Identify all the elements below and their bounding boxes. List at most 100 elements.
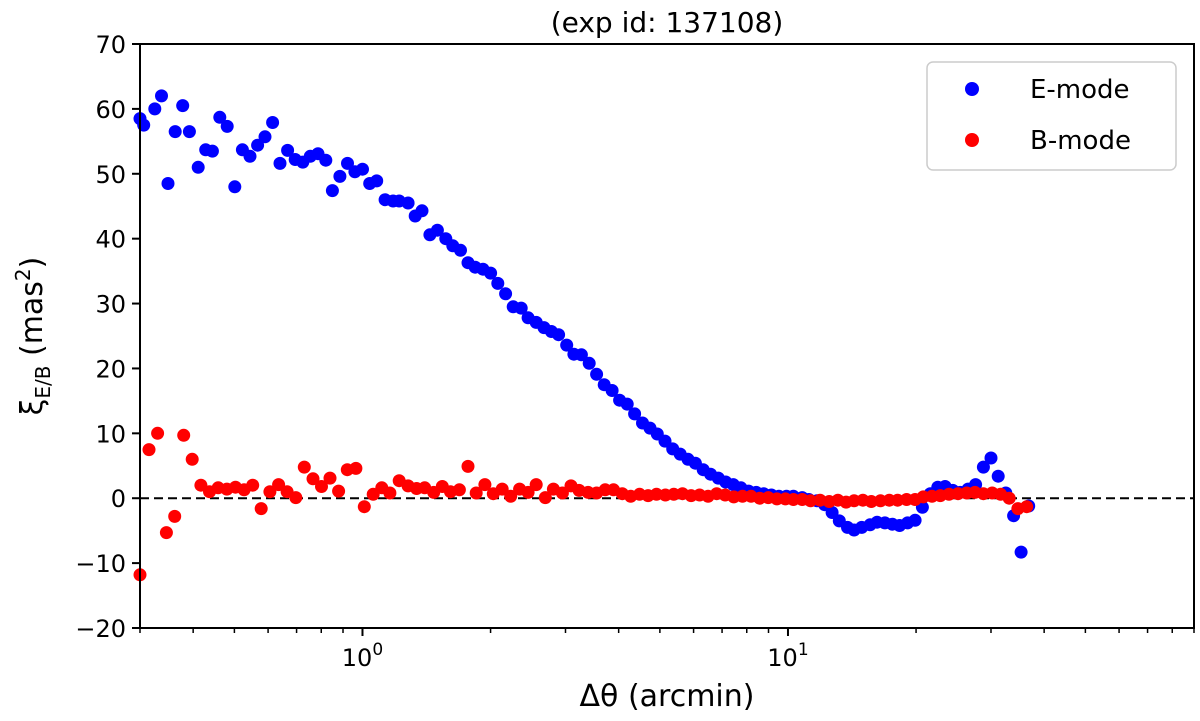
y-tick-label: 10 bbox=[95, 420, 126, 448]
data-point-b-mode bbox=[383, 486, 397, 500]
x-tick-label: 100 bbox=[342, 640, 383, 672]
data-point-e-mode bbox=[484, 266, 498, 280]
data-point-e-mode bbox=[341, 156, 354, 170]
data-point-b-mode bbox=[306, 472, 320, 486]
data-point-e-mode bbox=[430, 223, 444, 237]
legend-label-b-mode: B-mode bbox=[1030, 126, 1131, 156]
y-tick-label: 0 bbox=[111, 485, 126, 513]
data-point-e-mode bbox=[605, 384, 619, 397]
y-tick-label: −20 bbox=[75, 615, 126, 643]
data-point-e-mode bbox=[273, 156, 287, 170]
data-point-b-mode bbox=[177, 428, 191, 442]
data-point-b-mode bbox=[461, 459, 475, 473]
chart-title: (exp id: 137108) bbox=[551, 6, 784, 39]
data-point-e-mode bbox=[325, 184, 339, 198]
data-point-b-mode bbox=[804, 494, 818, 508]
data-point-e-mode bbox=[182, 125, 196, 139]
data-point-e-mode bbox=[161, 177, 175, 190]
data-point-e-mode bbox=[590, 367, 604, 381]
data-point-e-mode bbox=[220, 119, 234, 133]
data-point-e-mode bbox=[176, 99, 190, 113]
y-tick-label: 50 bbox=[95, 161, 126, 189]
data-point-e-mode bbox=[991, 469, 1005, 483]
data-point-e-mode bbox=[356, 162, 369, 176]
data-point-e-mode bbox=[552, 328, 566, 342]
legend-frame bbox=[926, 61, 1177, 171]
data-point-e-mode bbox=[454, 243, 467, 257]
data-point-e-mode bbox=[908, 513, 922, 527]
data-point-e-mode bbox=[574, 348, 588, 362]
data-point-b-mode bbox=[263, 485, 277, 499]
y-tick-label: 20 bbox=[95, 355, 126, 383]
data-point-e-mode bbox=[514, 301, 528, 315]
data-point-b-mode bbox=[151, 426, 165, 440]
legend-marker-b-mode bbox=[965, 133, 979, 147]
series-b-mode bbox=[133, 426, 1034, 582]
data-point-b-mode bbox=[254, 502, 268, 516]
legend: E-mode B-mode bbox=[926, 61, 1177, 171]
data-point-e-mode bbox=[266, 116, 280, 129]
data-point-e-mode bbox=[370, 174, 384, 188]
y-tick-label: 40 bbox=[95, 226, 126, 254]
data-point-b-mode bbox=[469, 486, 483, 500]
data-point-e-mode bbox=[205, 144, 219, 158]
data-point-b-mode bbox=[521, 485, 535, 499]
data-point-b-mode bbox=[1002, 491, 1016, 505]
data-point-b-mode bbox=[246, 478, 260, 492]
data-point-e-mode bbox=[243, 149, 257, 163]
axes: −20 −10 0 10 20 30 40 50 60 70 100 101 bbox=[75, 31, 1195, 672]
data-point-b-mode bbox=[315, 480, 328, 493]
data-point-e-mode bbox=[415, 204, 429, 218]
data-point-e-mode bbox=[491, 276, 505, 290]
data-point-e-mode bbox=[499, 287, 513, 301]
data-point-b-mode bbox=[142, 443, 156, 457]
data-point-b-mode bbox=[495, 482, 509, 496]
data-point-b-mode bbox=[504, 489, 518, 503]
data-point-e-mode bbox=[168, 125, 182, 139]
data-point-b-mode bbox=[555, 486, 569, 500]
y-axis-title: ξE/B (mas2) bbox=[11, 257, 55, 416]
data-point-e-mode bbox=[213, 110, 227, 124]
data-point-e-mode bbox=[228, 180, 242, 194]
data-point-e-mode bbox=[1014, 545, 1028, 559]
data-point-e-mode bbox=[560, 338, 574, 352]
legend-label-e-mode: E-mode bbox=[1030, 75, 1130, 105]
data-point-b-mode bbox=[529, 478, 543, 492]
data-point-b-mode bbox=[323, 471, 337, 485]
data-point-e-mode bbox=[582, 356, 596, 370]
data-point-e-mode bbox=[191, 160, 205, 174]
data-point-e-mode bbox=[984, 451, 998, 465]
x-axis-title: Δθ (arcmin) bbox=[580, 679, 755, 714]
data-point-e-mode bbox=[976, 460, 990, 474]
data-point-e-mode bbox=[333, 169, 347, 183]
y-tick-label: 70 bbox=[95, 31, 126, 59]
data-point-b-mode bbox=[159, 526, 173, 540]
data-point-b-mode bbox=[357, 500, 371, 514]
data-point-b-mode bbox=[349, 461, 363, 475]
data-point-b-mode bbox=[272, 478, 286, 492]
legend-marker-e-mode bbox=[965, 82, 979, 96]
data-point-b-mode bbox=[478, 478, 492, 492]
data-point-b-mode bbox=[1020, 500, 1034, 514]
data-point-e-mode bbox=[628, 407, 642, 421]
data-point-e-mode bbox=[401, 196, 415, 210]
data-point-e-mode bbox=[281, 143, 295, 157]
y-tick-label: −10 bbox=[75, 550, 126, 578]
y-tick-label: 60 bbox=[95, 96, 126, 124]
data-point-e-mode bbox=[258, 130, 272, 144]
data-point-b-mode bbox=[332, 484, 346, 498]
data-point-b-mode bbox=[168, 509, 182, 523]
data-point-e-mode bbox=[148, 102, 162, 116]
data-point-e-mode bbox=[620, 397, 634, 411]
data-points bbox=[133, 89, 1036, 582]
data-point-b-mode bbox=[289, 491, 303, 505]
data-point-e-mode bbox=[319, 153, 333, 167]
data-point-e-mode bbox=[251, 138, 265, 152]
y-tick-label: 30 bbox=[95, 291, 126, 319]
data-point-b-mode bbox=[297, 460, 311, 474]
plot-frame bbox=[139, 43, 1195, 629]
x-tick-label: 101 bbox=[767, 640, 808, 672]
data-point-b-mode bbox=[452, 483, 466, 497]
